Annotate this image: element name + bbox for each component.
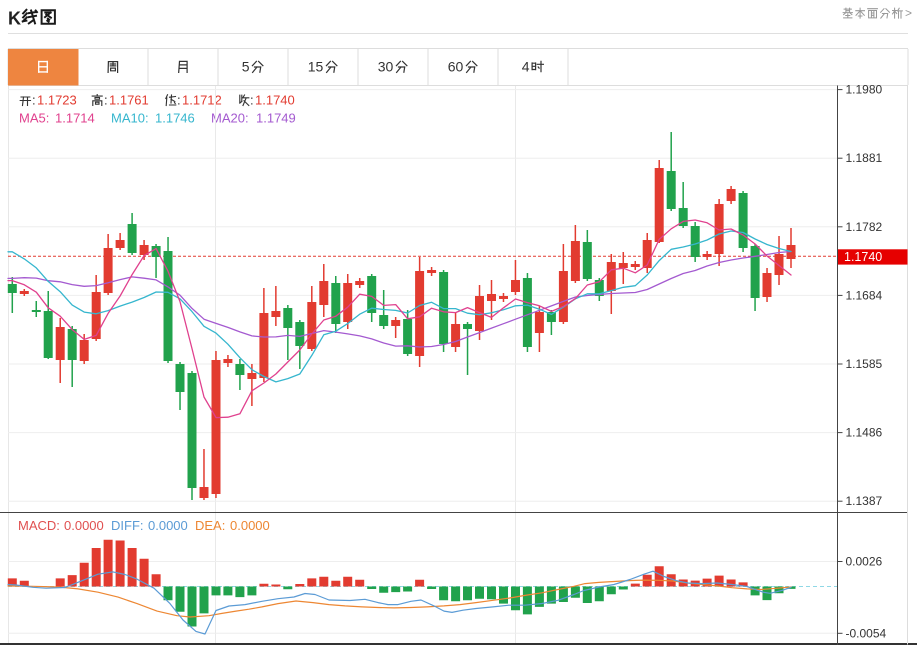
svg-text:5: 5 bbox=[242, 59, 250, 75]
svg-text:0.0026: 0.0026 bbox=[846, 555, 883, 569]
svg-text:1.1585: 1.1585 bbox=[846, 357, 883, 371]
svg-text:1.1749: 1.1749 bbox=[256, 111, 296, 126]
svg-text::: : bbox=[250, 93, 254, 108]
svg-text:MA5:: MA5: bbox=[19, 111, 49, 126]
svg-text:15: 15 bbox=[308, 59, 324, 75]
svg-text:1.1881: 1.1881 bbox=[846, 151, 883, 165]
svg-text:-0.0054: -0.0054 bbox=[846, 626, 887, 640]
svg-text:>: > bbox=[905, 6, 912, 20]
svg-text:DEA:: DEA: bbox=[195, 518, 225, 533]
svg-text:30: 30 bbox=[378, 59, 394, 75]
svg-text:DIFF:: DIFF: bbox=[111, 518, 144, 533]
svg-text:K: K bbox=[8, 9, 21, 29]
svg-text:0.0000: 0.0000 bbox=[230, 518, 270, 533]
svg-text:1.1761: 1.1761 bbox=[109, 93, 149, 108]
svg-text::: : bbox=[177, 93, 181, 108]
svg-text:1.1486: 1.1486 bbox=[846, 426, 883, 440]
svg-text::: : bbox=[32, 93, 36, 108]
svg-text:MACD:: MACD: bbox=[18, 518, 60, 533]
svg-text:1.1746: 1.1746 bbox=[155, 111, 195, 126]
svg-text:1.1740: 1.1740 bbox=[255, 93, 295, 108]
svg-text:1.1387: 1.1387 bbox=[846, 494, 883, 508]
svg-text:1.1782: 1.1782 bbox=[846, 220, 883, 234]
svg-text:1.1723: 1.1723 bbox=[37, 93, 77, 108]
svg-text:0.0000: 0.0000 bbox=[148, 518, 188, 533]
svg-text:4: 4 bbox=[522, 59, 530, 75]
svg-text:0.0000: 0.0000 bbox=[64, 518, 104, 533]
svg-text::: : bbox=[104, 93, 108, 108]
svg-text:60: 60 bbox=[448, 59, 464, 75]
svg-text:1.1714: 1.1714 bbox=[55, 111, 95, 126]
svg-text:1.1712: 1.1712 bbox=[182, 93, 222, 108]
svg-text:1.1684: 1.1684 bbox=[846, 288, 883, 302]
svg-text:1.1740: 1.1740 bbox=[844, 250, 882, 264]
svg-text:1.1980: 1.1980 bbox=[846, 83, 883, 97]
svg-text:MA20:: MA20: bbox=[211, 111, 249, 126]
svg-text:MA10:: MA10: bbox=[111, 111, 149, 126]
